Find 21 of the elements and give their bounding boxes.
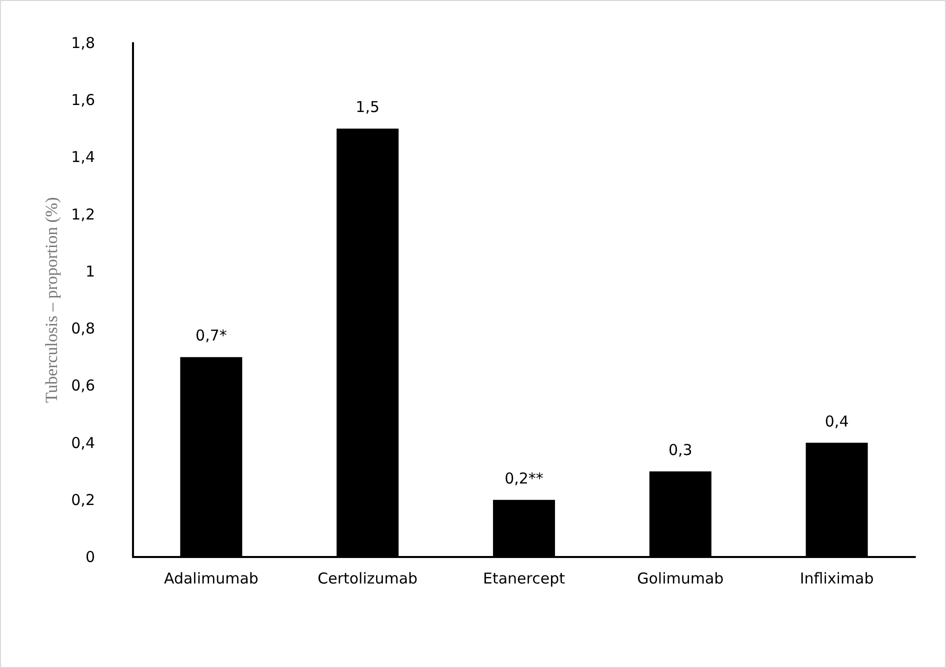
data-label: 0,4 [824,412,849,430]
data-label: 1,5 [356,98,380,116]
y-tick-label: 1,8 [71,34,95,52]
x-tick-label: Etanercept [482,570,566,588]
y-tick-label: 1,4 [71,148,95,166]
y-tick-label: 1,6 [71,91,95,110]
x-tick-label: Infliximab [800,570,874,588]
y-tick-label: 1,2 [71,205,95,224]
data-label: 0,2** [504,469,544,488]
y-tick-label: 0,8 [71,320,95,338]
y-tick-label: 0,6 [71,376,95,395]
data-label: 0,7* [196,326,228,345]
data-label: 0,3 [668,440,692,459]
x-tick-label: Golimumab [637,570,724,588]
y-axis-title: Tuberculosis – proportion (%) [42,197,62,403]
x-tick-label: Adalimumab [164,570,258,588]
y-tick-label: 1 [85,262,95,280]
y-tick-label: 0,2 [71,490,95,509]
y-tick-label: 0,4 [71,434,95,452]
y-tick-label: 0 [85,548,95,566]
x-tick-label: Certolizumab [318,570,418,588]
